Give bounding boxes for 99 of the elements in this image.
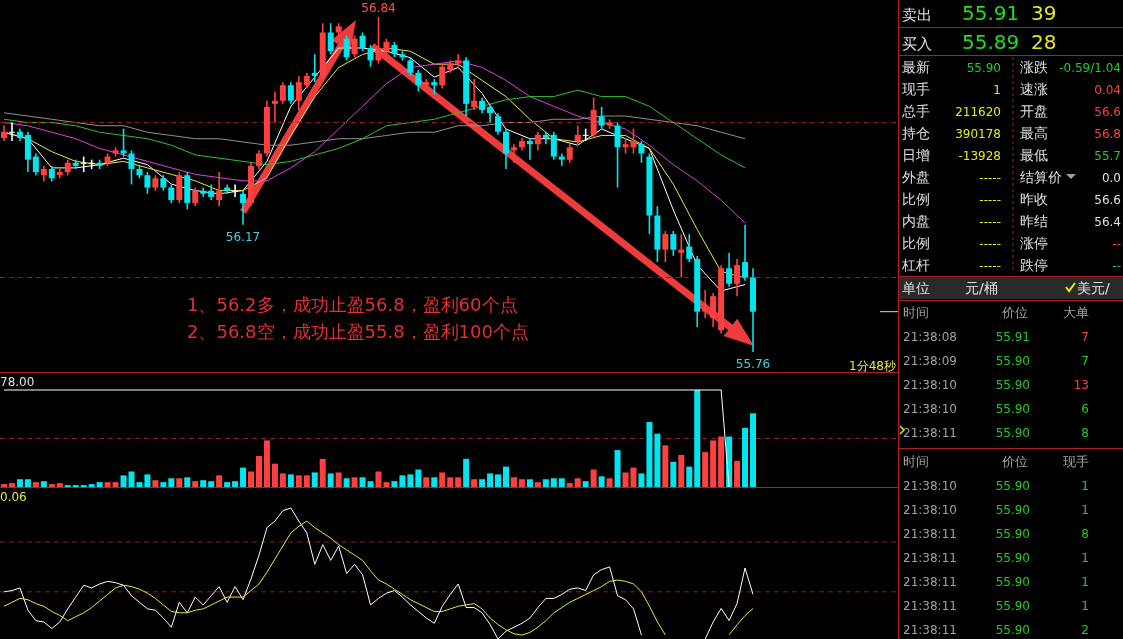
text: ----- (979, 171, 1001, 185)
text: 55.90 (995, 503, 1030, 517)
text: 结算价 (1020, 169, 1062, 185)
text: 比例 (902, 235, 930, 251)
text: 55.90 (995, 623, 1030, 637)
text: 1 (1081, 599, 1089, 613)
text: 元/桶 (965, 280, 998, 296)
text: 56.4 (1094, 215, 1121, 229)
text: 55.90 (995, 527, 1030, 541)
text: 1分48秒 (849, 359, 896, 373)
text: 55.90 (995, 551, 1030, 565)
text: 21:38:10 (903, 378, 957, 392)
text: 总手 (901, 103, 930, 119)
text: -13928 (958, 149, 1001, 163)
text: 56.6 (1094, 193, 1121, 207)
text: 55.90 (995, 426, 1030, 440)
text: 时间 (903, 454, 929, 469)
annotation: 55.76 (735, 357, 771, 371)
text: 1 (1081, 575, 1089, 589)
text: 55.90 (995, 402, 1030, 416)
text: 21:38:11 (903, 551, 957, 565)
text: 2 (1081, 623, 1089, 637)
text: 现手 (902, 81, 930, 97)
text: 8 (1081, 527, 1089, 541)
text: -- (1112, 259, 1121, 273)
text: 内盘 (902, 213, 930, 229)
text: 跌停 (1020, 257, 1048, 273)
text: ----- (979, 193, 1001, 207)
text: 比例 (902, 191, 930, 207)
text: 现手 (1063, 454, 1089, 469)
text: 7 (1081, 330, 1089, 344)
text: 开盘 (1020, 103, 1048, 119)
text: 390178 (955, 127, 1001, 141)
text: 昨收 (1020, 191, 1048, 207)
text: 78.00 (0, 375, 35, 389)
text: 55.7 (1094, 149, 1121, 163)
text: 55.91 (962, 1, 1020, 25)
text: 0.0 (1101, 171, 1121, 185)
text: 21:38:11 (903, 426, 957, 440)
text: 21:38:10 (903, 503, 957, 517)
text: 大单 (1063, 305, 1089, 320)
text: 55.91 (995, 330, 1030, 344)
text: 28 (1031, 30, 1057, 54)
text: 杠杆 (901, 257, 930, 273)
text: 55.90 (995, 479, 1030, 493)
text: 买入 (902, 35, 932, 53)
text: 8 (1081, 426, 1089, 440)
text: 卖出 (902, 6, 932, 24)
text: 美元/ (1077, 280, 1110, 296)
text: 21:38:11 (903, 527, 957, 541)
text: 55.90 (995, 378, 1030, 392)
text: 单位 (902, 280, 930, 296)
annotation: 56.17 (225, 229, 261, 244)
text: 55.90 (995, 599, 1030, 613)
text: -- (1112, 237, 1121, 251)
text: 日增 (902, 147, 930, 163)
text: 21:38:10 (903, 402, 957, 416)
text: 价位 (1001, 454, 1028, 469)
text: 持仓 (902, 125, 930, 141)
text: 昨结 (1020, 213, 1048, 229)
text: 39 (1031, 1, 1057, 25)
text: 21:38:10 (903, 479, 957, 493)
annotation: 56.84 (361, 1, 396, 15)
text: 211620 (955, 105, 1001, 119)
text: 13 (1073, 378, 1089, 392)
text: 时间 (903, 305, 929, 320)
text: 最新 (902, 59, 930, 75)
text: 涨停 (1020, 235, 1048, 251)
text: 涨跌 (1020, 59, 1048, 75)
text: 21:38:11 (903, 599, 957, 613)
text: 速涨 (1020, 81, 1048, 97)
text: 7 (1081, 354, 1089, 368)
text: 0.06 (0, 490, 27, 504)
text: 55.90 (995, 354, 1030, 368)
text: 最低 (1020, 147, 1048, 163)
text: ----- (979, 259, 1001, 273)
text: 1 (993, 83, 1001, 97)
text: 1 (1081, 551, 1089, 565)
text: 56.6 (1094, 105, 1121, 119)
text: 1 (1081, 503, 1089, 517)
text: 价位 (1001, 305, 1028, 320)
text: 55.89 (962, 30, 1020, 54)
text: 6 (1081, 402, 1089, 416)
text: 外盘 (902, 169, 930, 185)
text: -0.59/1.04 (1059, 61, 1121, 75)
text: 21:38:11 (903, 623, 957, 637)
text: ----- (979, 237, 1001, 251)
text: ----- (979, 215, 1001, 229)
text: 21:38:11 (903, 575, 957, 589)
text: 最高 (1020, 125, 1048, 141)
text: 21:38:08 (903, 330, 957, 344)
annotation: 2、56.8空，成功止盈55.8，盈利100个点 (187, 321, 529, 342)
annotation: 1、56.2多，成功止盈56.8，盈利60个点 (187, 294, 518, 315)
text: 55.90 (966, 61, 1001, 75)
text: 0.04 (1094, 83, 1121, 97)
text: 55.90 (995, 575, 1030, 589)
text: 56.8 (1094, 127, 1121, 141)
text: 21:38:09 (903, 354, 957, 368)
text: 1 (1081, 479, 1089, 493)
